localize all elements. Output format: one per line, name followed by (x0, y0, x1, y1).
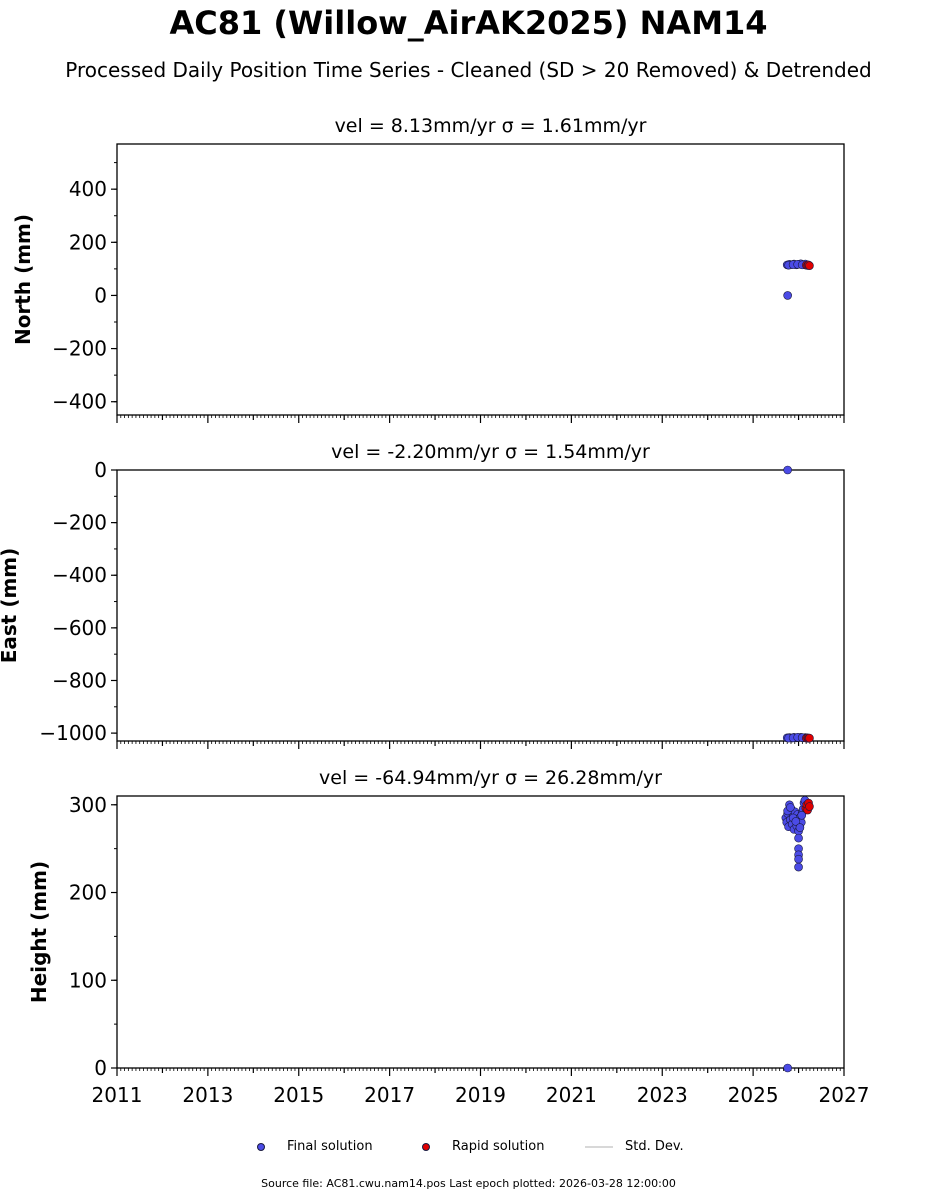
final-point (795, 823, 805, 832)
final-point (791, 817, 801, 826)
rapid-point (805, 733, 814, 743)
final-point (783, 1063, 792, 1073)
panel-3-frame (116, 795, 845, 1069)
ytick-label: −1000 (39, 721, 107, 745)
final-point (786, 803, 795, 812)
ytick-label: −400 (52, 390, 107, 414)
final-point (797, 811, 807, 820)
xtick-label: 2013 (182, 1083, 233, 1107)
final-point (783, 465, 792, 475)
panel-2-frame (116, 469, 845, 742)
ytick-label: 200 (69, 881, 107, 905)
ytick-label: 0 (94, 458, 107, 482)
panel-2-ylabel: East (mm) (0, 548, 21, 664)
final-point (783, 291, 792, 300)
legend-rapid-label: Rapid solution (452, 1139, 545, 1154)
ytick-label: 400 (69, 177, 107, 201)
final-point (794, 833, 803, 843)
page-subtitle: Processed Daily Position Time Series - C… (65, 58, 872, 82)
panel-2-title: vel = -2.20mm/yr σ = 1.54mm/yr (331, 441, 650, 463)
source-note: Source file: AC81.cwu.nam14.pos Last epo… (261, 1177, 676, 1190)
legend-final-marker (257, 1143, 265, 1151)
xtick-label: 2011 (92, 1083, 143, 1107)
legend: Final solution Rapid solution Std. Dev. (0, 1138, 937, 1158)
ytick-label: 100 (69, 968, 107, 992)
panel-3-title: vel = -64.94mm/yr σ = 26.28mm/yr (319, 767, 662, 789)
rapid-point (805, 802, 814, 811)
panel-1-title: vel = 8.13mm/yr σ = 1.61mm/yr (335, 115, 647, 137)
xtick-label: 2015 (273, 1083, 324, 1107)
ytick-label: −200 (52, 511, 107, 535)
ytick-label: 200 (69, 230, 107, 254)
ytick-label: −400 (52, 563, 107, 587)
final-point (794, 862, 803, 872)
legend-stddev-label: Std. Dev. (625, 1139, 684, 1154)
final-point (794, 854, 803, 864)
legend-rapid-marker (422, 1143, 430, 1151)
xtick-label: 2019 (455, 1083, 506, 1107)
ytick-label: 300 (69, 793, 107, 817)
panel-3-ylabel: Height (mm) (27, 861, 51, 1003)
page-title: AC81 (Willow_AirAK2025) NAM14 (169, 4, 768, 42)
ytick-label: 0 (94, 1056, 107, 1080)
xtick-label: 2021 (546, 1083, 597, 1107)
panel-1-ylabel: North (mm) (11, 214, 35, 345)
xtick-label: 2027 (819, 1083, 870, 1107)
legend-stddev-line (585, 1146, 613, 1148)
xtick-label: 2017 (364, 1083, 415, 1107)
xtick-label: 2023 (637, 1083, 688, 1107)
xtick-label: 2025 (728, 1083, 779, 1107)
ytick-label: 0 (94, 283, 107, 307)
ytick-label: −600 (52, 616, 107, 640)
legend-final-label: Final solution (287, 1139, 373, 1154)
ytick-label: −200 (52, 337, 107, 361)
ytick-label: −800 (52, 668, 107, 692)
panel-1-frame (116, 143, 845, 416)
rapid-point (805, 261, 814, 270)
